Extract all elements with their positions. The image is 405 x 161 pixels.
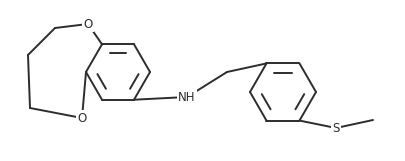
Text: O: O <box>77 112 86 124</box>
Text: O: O <box>83 18 92 30</box>
Text: S: S <box>332 122 339 134</box>
Text: NH: NH <box>178 90 195 104</box>
